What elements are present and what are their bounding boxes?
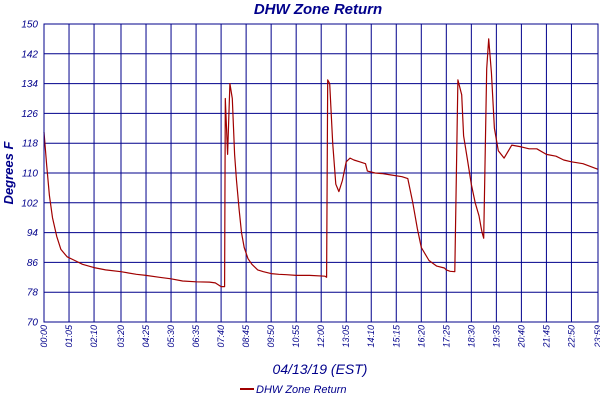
- y-tick-label: 110: [22, 169, 38, 180]
- x-tick-label: 13:05: [341, 324, 351, 348]
- x-tick-label: 21:45: [541, 324, 551, 349]
- y-tick-label: 126: [21, 109, 38, 120]
- x-tick-label: 17:25: [441, 324, 451, 348]
- legend-label: DHW Zone Return: [256, 384, 346, 396]
- y-tick-label: 102: [21, 198, 38, 209]
- series-line-0: [43, 38, 599, 288]
- x-tick-label: 23:59: [593, 325, 600, 349]
- x-axis-label: 04/13/19 (EST): [273, 361, 368, 377]
- x-tick-label: 08:45: [241, 324, 251, 348]
- x-tick-label: 03:20: [116, 325, 126, 348]
- plot-area-frame: [43, 23, 599, 323]
- x-tick-label: 05:30: [166, 325, 176, 348]
- series-lines: [43, 38, 599, 288]
- chart-title: DHW Zone Return: [254, 1, 382, 18]
- x-tick-label: 18:30: [466, 325, 476, 348]
- legend: DHW Zone Return: [240, 384, 346, 396]
- y-tick-label: 150: [21, 20, 38, 31]
- x-tick-label: 20:40: [516, 325, 526, 349]
- x-tick-label: 06:35: [191, 324, 201, 348]
- x-tick-label: 00:00: [39, 325, 49, 348]
- x-tick-label: 22:50: [566, 325, 576, 349]
- y-tick-label: 94: [27, 228, 39, 239]
- x-tick-label: 10:55: [291, 324, 301, 348]
- y-tick-label: 70: [27, 318, 39, 329]
- x-tick-label: 15:15: [391, 324, 401, 348]
- x-tick-label: 04:25: [141, 324, 151, 348]
- x-tick-label: 07:40: [216, 325, 226, 348]
- x-tick-label: 09:50: [266, 325, 276, 348]
- x-tick-label: 02:10: [89, 325, 99, 348]
- y-tick-labels: 150 142 134 126 118 110 102 94 86 78 70: [21, 20, 38, 329]
- y-tick-label: 78: [27, 288, 39, 299]
- y-tick-label: 142: [21, 49, 38, 60]
- x-tick-label: 12:00: [316, 325, 326, 348]
- x-tick-label: 16:20: [416, 325, 426, 348]
- y-axis-label: Degrees F: [1, 141, 16, 205]
- x-tick-label: 19:35: [491, 324, 501, 348]
- y-tick-label: 134: [21, 79, 38, 90]
- y-tick-label: 118: [22, 139, 38, 150]
- x-tick-label: 01:05: [64, 324, 74, 348]
- x-tick-labels: 00:00 01:05 02:10 03:20 04:25 05:30 06:35 07:40…: [39, 324, 600, 349]
- x-tick-label: 14:10: [366, 325, 376, 348]
- y-tick-label: 86: [27, 258, 39, 269]
- chart-grid: [43, 23, 599, 323]
